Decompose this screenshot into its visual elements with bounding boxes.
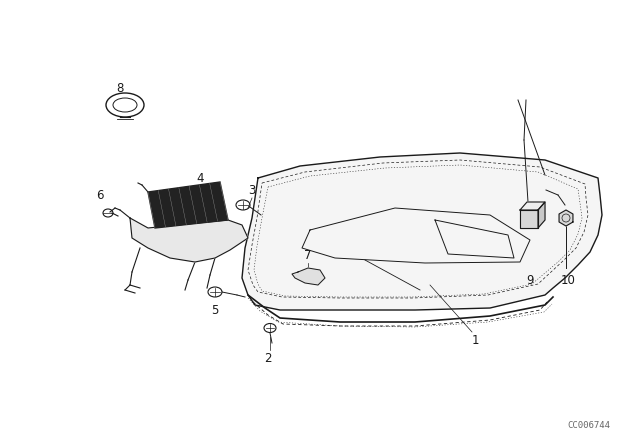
Text: 8: 8 [116, 82, 124, 95]
Polygon shape [130, 218, 248, 262]
Text: 1: 1 [471, 333, 479, 346]
Polygon shape [559, 210, 573, 226]
Text: 9: 9 [526, 273, 534, 287]
Text: 5: 5 [211, 303, 219, 316]
Polygon shape [520, 210, 538, 228]
Text: 2: 2 [264, 352, 272, 365]
Polygon shape [292, 268, 325, 285]
Text: CC006744: CC006744 [567, 421, 610, 430]
Text: 6: 6 [96, 189, 104, 202]
Text: 4: 4 [196, 172, 204, 185]
Polygon shape [148, 182, 228, 228]
Text: 10: 10 [561, 273, 575, 287]
Text: 3: 3 [248, 184, 256, 197]
Text: 7: 7 [304, 249, 312, 262]
Polygon shape [520, 202, 545, 210]
Polygon shape [242, 153, 602, 310]
Polygon shape [538, 202, 545, 228]
